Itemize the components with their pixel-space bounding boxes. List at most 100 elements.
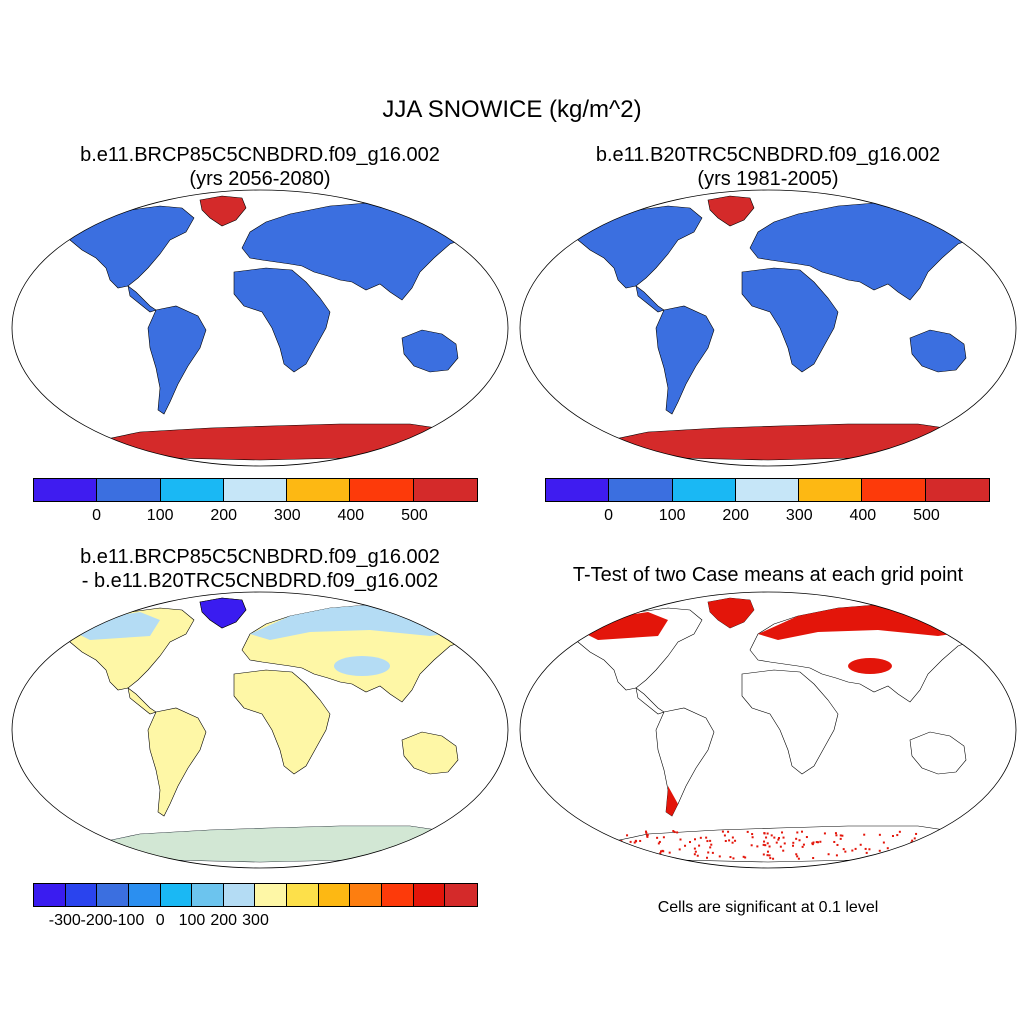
p4-antarctica-sig-cell <box>915 832 918 835</box>
colorbar-future-swatch <box>350 479 414 501</box>
panel-2-case: b.e11.B20TRC5CNBDRD.f09_g16.002 <box>595 144 941 166</box>
colorbar-historical-tick-label: 100 <box>658 507 686 524</box>
p2-northAmerica <box>569 205 703 289</box>
p1-map-layer <box>61 195 481 461</box>
p4-antarctica-sig-cell <box>718 855 721 858</box>
p4-antarctica-sig-cell <box>863 833 866 836</box>
colorbar-difference-tick-label: -200 <box>80 912 113 929</box>
p4-antarctica-sig-cell <box>633 841 636 844</box>
p4-antarctica-sig-cell <box>901 857 904 860</box>
p4-antarctica-sig-cell <box>770 834 773 837</box>
p4-antarctica-sig-cell <box>805 836 808 839</box>
p4-antarctica-sig-cell <box>637 850 640 853</box>
colorbar-historical-swatch <box>735 479 800 501</box>
p4-antarctica-sig-cell <box>764 844 767 847</box>
p4-antarctica-sig-cell <box>921 847 924 850</box>
p1-greenland <box>199 195 247 227</box>
p4-antarctica-sig-cell <box>672 830 675 833</box>
p2-greenland <box>707 195 755 227</box>
map-panel-difference <box>11 591 509 869</box>
p4-antarctica-sig-cell <box>765 836 768 839</box>
colorbar-historical-swatch <box>546 479 610 501</box>
p4-map-border <box>519 591 1017 869</box>
p4-antarctica-sig-cell <box>662 836 665 839</box>
colorbar-difference-swatch <box>34 884 66 906</box>
colorbar-future-tick-label: 500 <box>401 507 428 524</box>
p4-antarctica-sig-cell <box>707 851 710 854</box>
p4-andes-sig <box>666 786 678 816</box>
p4-antarctica-sig-cell <box>839 837 842 840</box>
p4-antarctica-sig-cell <box>727 830 730 833</box>
p4-antarctica-sig-cell <box>706 856 709 859</box>
p4-antarctica-sig-cell <box>772 857 775 860</box>
p4-antarctica-sig-cell <box>766 832 769 835</box>
p4-map-layer <box>569 597 989 863</box>
p4-antarctica-sig-cell <box>762 843 765 846</box>
p4-antarctica-sig-cell <box>800 830 803 833</box>
p3-map-layer <box>61 597 481 863</box>
p4-antarctica-sig-cell <box>815 841 818 844</box>
p4-antarctica-sig-cell <box>923 854 926 857</box>
p4-antarctica-sig-cell <box>801 845 804 848</box>
colorbar-difference-tick-label: 200 <box>210 912 238 929</box>
p4-antarctica-sig-cell <box>646 835 649 838</box>
p4-antarctica-sig-cell <box>694 850 697 853</box>
colorbar-difference-swatch <box>413 884 446 906</box>
p4-antarctica-sig-cell <box>656 836 659 839</box>
p1-centralAmerica <box>127 285 157 313</box>
p4-antarctica-sig-cell <box>734 839 737 842</box>
p3-canada-snow <box>70 612 160 640</box>
p3-australia <box>401 731 459 775</box>
colorbar-difference-swatch <box>97 884 129 906</box>
p4-antarctica-sig-cell <box>679 838 682 841</box>
p3-antarctica-mix <box>102 826 450 862</box>
p4-antarctica-sig-cell <box>775 841 778 844</box>
colorbar-difference-tick-label: -100 <box>112 912 145 929</box>
p3-greenland-loss <box>199 597 247 629</box>
p4-antarctica-sig-cell <box>868 848 871 851</box>
p4-antarctica-sig-cell <box>891 834 894 837</box>
colorbar-future-tick-label: 0 <box>92 507 102 524</box>
p3-centralAmerica <box>127 687 157 715</box>
p4-australia <box>909 731 967 775</box>
p4-southAmerica <box>655 707 715 817</box>
p4-antarctica-sig-cell <box>934 844 937 847</box>
panel-3-case-a: b.e11.BRCP85C5CNBDRD.f09_g16.002 <box>80 546 440 568</box>
p1-eurasia <box>241 201 481 301</box>
p4-antarctica-sig-cell <box>841 834 844 837</box>
p4-antarctica-sig-cell <box>634 839 637 842</box>
p4-antarctica-sig-cell <box>731 836 734 839</box>
p4-antarctica-sig-cell <box>910 856 913 859</box>
colorbar-historical-tick-label: 500 <box>913 507 940 524</box>
p4-antarctica-sig-cell <box>777 837 780 840</box>
p4-antarctica-sig-cell <box>890 850 893 853</box>
p4-antarctica-sig-cell <box>696 854 699 857</box>
p4-antarctica-sig-cell <box>658 840 661 843</box>
p4-antarctica-sig-cell <box>678 848 681 851</box>
p4-antarctica-sig-cell <box>865 851 868 854</box>
p4-antarctica-sig-cell <box>768 854 771 857</box>
p4-antarctica-sig-cell <box>811 843 814 846</box>
p4-antarctica-sig-cell <box>812 857 815 860</box>
colorbar-future-tick-label: 300 <box>273 507 301 524</box>
p1-africa <box>233 267 331 373</box>
p4-greenland-sig <box>708 598 754 628</box>
colorbar-difference-swatch <box>445 884 477 906</box>
p4-antarctica-sig-cell <box>750 844 753 847</box>
colorbar-difference-swatch <box>318 884 351 906</box>
colorbar-future-tick-label: 200 <box>210 507 238 524</box>
panel-4-title: T-Test of two Case means at each grid po… <box>518 563 1018 587</box>
significance-note: Cells are significant at 0.1 level <box>657 899 879 916</box>
p3-map-border <box>11 591 509 869</box>
p2-australia <box>909 329 967 373</box>
p4-antarctica-sig-cell <box>657 855 660 858</box>
p2-eurasia <box>749 201 989 301</box>
map-panel-ttest <box>519 591 1017 869</box>
p4-antarctica-sig-cell <box>711 851 714 854</box>
p4-antarctica-sig-cell <box>620 851 623 854</box>
p4-antarctica-sig-cell <box>693 853 696 856</box>
colorbar-historical-swatch <box>925 479 989 501</box>
p4-antarctica-sig-cell <box>645 831 648 834</box>
p4-antarctica-sig-cell <box>766 842 769 845</box>
colorbar-difference-tick-label: -300 <box>48 912 81 929</box>
